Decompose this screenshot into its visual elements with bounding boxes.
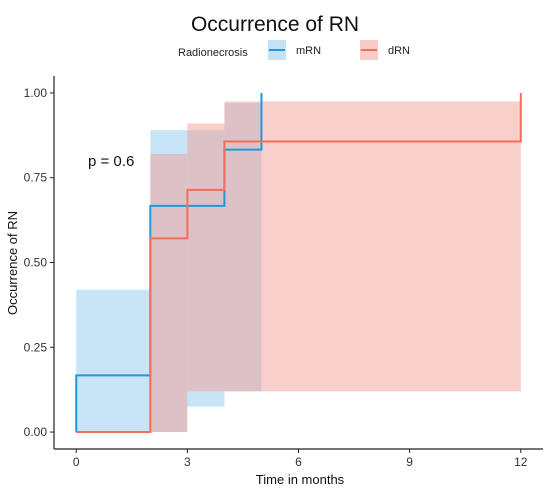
x-axis-title: Time in months [256,472,345,487]
ci-band-dRN [224,101,521,392]
x-tick-label: 3 [184,455,191,469]
p-value-annotation: p = 0.6 [88,153,134,170]
confidence-bands [76,101,521,433]
x-tick-label: 9 [406,455,413,469]
x-tick-label: 6 [295,455,302,469]
y-tick-label: 1.00 [24,86,48,100]
axes: 0 3 6 9 12 0.00 0.25 0.50 0.75 1.00 [24,76,543,469]
chart-title: Occurrence of RN [191,13,359,36]
x-tick-label: 0 [73,455,80,469]
series-line-dRN [76,92,522,434]
ci-band-dRN [187,123,225,392]
series-lines [75,92,522,434]
y-tick-label: 0.00 [24,425,48,439]
x-tick-label: 12 [514,455,528,469]
ci-band-dRN [150,153,188,433]
legend: Radionecrosis mRN dRN [178,40,410,60]
y-axis-title: Occurrence of RN [5,211,20,315]
legend-title: Radionecrosis [178,47,248,59]
ci-band-mRN [76,289,151,433]
y-tick-label: 0.50 [24,256,48,270]
y-tick-label: 0.75 [24,171,48,185]
y-tick-label: 0.25 [24,340,48,354]
legend-label-mRN: mRN [296,45,321,57]
legend-label-dRN: dRN [388,45,410,57]
